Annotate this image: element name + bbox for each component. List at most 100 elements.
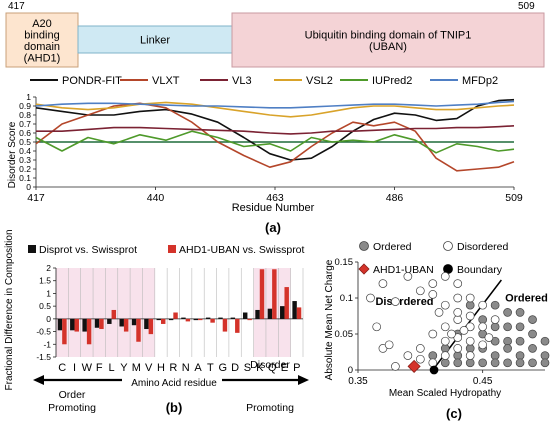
domain-segment: Ubiquitin binding domain of TNIP1(UBAN): [231, 12, 545, 68]
disorder-arrow-head: [298, 375, 309, 385]
region-label: Disordered: [375, 296, 433, 308]
scatter-point: [490, 315, 500, 324]
y-tick-label: 0.9: [19, 101, 31, 111]
legend-marker: [443, 241, 453, 251]
legend-label: MFDp2: [462, 75, 498, 87]
bar: [86, 318, 92, 345]
scatter-point: [528, 329, 537, 339]
scatter-point: [515, 358, 525, 368]
bar: [111, 309, 117, 319]
domain-segment-label: (UBAN): [369, 41, 407, 53]
scatter-point: [465, 300, 475, 310]
y-tick-label: 1: [26, 92, 31, 102]
bar: [280, 306, 285, 319]
x-tick-label: 463: [266, 192, 284, 204]
bar: [292, 301, 297, 319]
scatter-point: [453, 351, 463, 360]
legend-label: IUPred2: [372, 75, 412, 87]
order-arrow-head: [33, 375, 44, 385]
legend-label: AHD1-UBAN vs. Swissprot: [179, 244, 305, 256]
bar: [218, 317, 223, 319]
scatter-point: [429, 365, 439, 375]
scatter-point: [384, 340, 394, 350]
scatter-point: [540, 336, 550, 346]
line-legend: PONDR-FIT VLXT VL3 VSL2 IUPred2 MFDp2: [30, 75, 498, 87]
bar: [181, 317, 186, 319]
category-label: Y: [120, 362, 128, 374]
scatter-point: [428, 329, 438, 339]
series-line: [35, 102, 515, 172]
x-tick-label: 440: [147, 192, 165, 204]
y-tick-label: 0: [26, 182, 31, 192]
scatter-point: [440, 351, 450, 360]
scatter-point: [465, 351, 475, 360]
bar: [62, 318, 67, 345]
bar: [82, 318, 87, 332]
scatter-point: [503, 322, 512, 332]
scatter-point: [391, 362, 400, 371]
legend-label: Boundary: [457, 264, 503, 276]
scatter-point: [403, 351, 413, 360]
y-tick-label: 0.1: [340, 293, 353, 304]
scatter-point: [440, 272, 450, 281]
scatter-point: [478, 358, 488, 368]
category-label: I: [73, 362, 76, 374]
scatter-point: [378, 279, 388, 288]
scatter-point: [528, 315, 537, 324]
category-label: K: [256, 362, 264, 374]
domain-start-label: 417: [8, 1, 25, 12]
scatter-point: [403, 272, 413, 281]
domain-segment-label: Linker: [140, 35, 170, 47]
category-label: D: [231, 362, 239, 374]
category-label: S: [244, 362, 251, 374]
bar: [247, 318, 252, 321]
legend-label: VL3: [232, 75, 252, 87]
domain-end-label: 509: [518, 1, 535, 12]
category-label: M: [132, 362, 141, 374]
panel-a-label: (a): [265, 220, 281, 235]
bar: [74, 318, 79, 332]
bar: [185, 318, 191, 322]
scatter-point: [391, 297, 400, 306]
scatter-point: [428, 358, 438, 368]
scatter-point: [440, 358, 450, 368]
hydropathy-x-axis-label: Mean Scaled Hydropathy: [389, 388, 501, 399]
scatter-point: [528, 358, 537, 368]
scatter-point: [490, 358, 500, 368]
legend-label: Disordered: [457, 241, 509, 253]
scatter-point: [515, 336, 525, 346]
series-line: [35, 98, 515, 161]
bar: [173, 312, 178, 319]
category-label: N: [182, 362, 190, 374]
bar: [230, 317, 236, 319]
charge-y-axis-label: Absolute Mean Net Charge: [324, 259, 335, 380]
bar: [210, 318, 215, 323]
domain-segment-box: [5, 12, 79, 68]
scatter-point: [490, 351, 500, 360]
composition-y-axis-label: Fractional Difference in Composition: [4, 229, 15, 390]
scatter-point: [465, 358, 475, 368]
domain-segment-label: A20: [32, 18, 52, 30]
bar: [198, 318, 203, 321]
y-tick-label: 0.8: [19, 110, 31, 120]
composition-bar-chart: Fractional Difference in Composition Ami…: [4, 229, 309, 415]
y-tick-label: 0.15: [335, 257, 354, 268]
bar: [168, 318, 174, 321]
x-tick-label: 0.45: [473, 376, 493, 387]
legend-label: Ordered: [373, 241, 412, 253]
legend-swatch: [168, 245, 176, 253]
region-label: Ordered: [505, 293, 548, 305]
y-tick-label: 0.7: [19, 119, 31, 129]
scatter-point: [453, 358, 463, 368]
composition-x-axis-label: Amino Acid residue: [131, 378, 217, 389]
scatter-point: [503, 358, 512, 368]
scatter-point: [453, 308, 463, 317]
scatter-point: [465, 293, 475, 303]
scatter-point: [465, 336, 475, 346]
scatter-point: [440, 336, 450, 346]
domain-segment: Linker: [77, 25, 233, 54]
category-label: P: [293, 362, 300, 374]
domain-segment-label: (AHD1): [24, 52, 61, 64]
